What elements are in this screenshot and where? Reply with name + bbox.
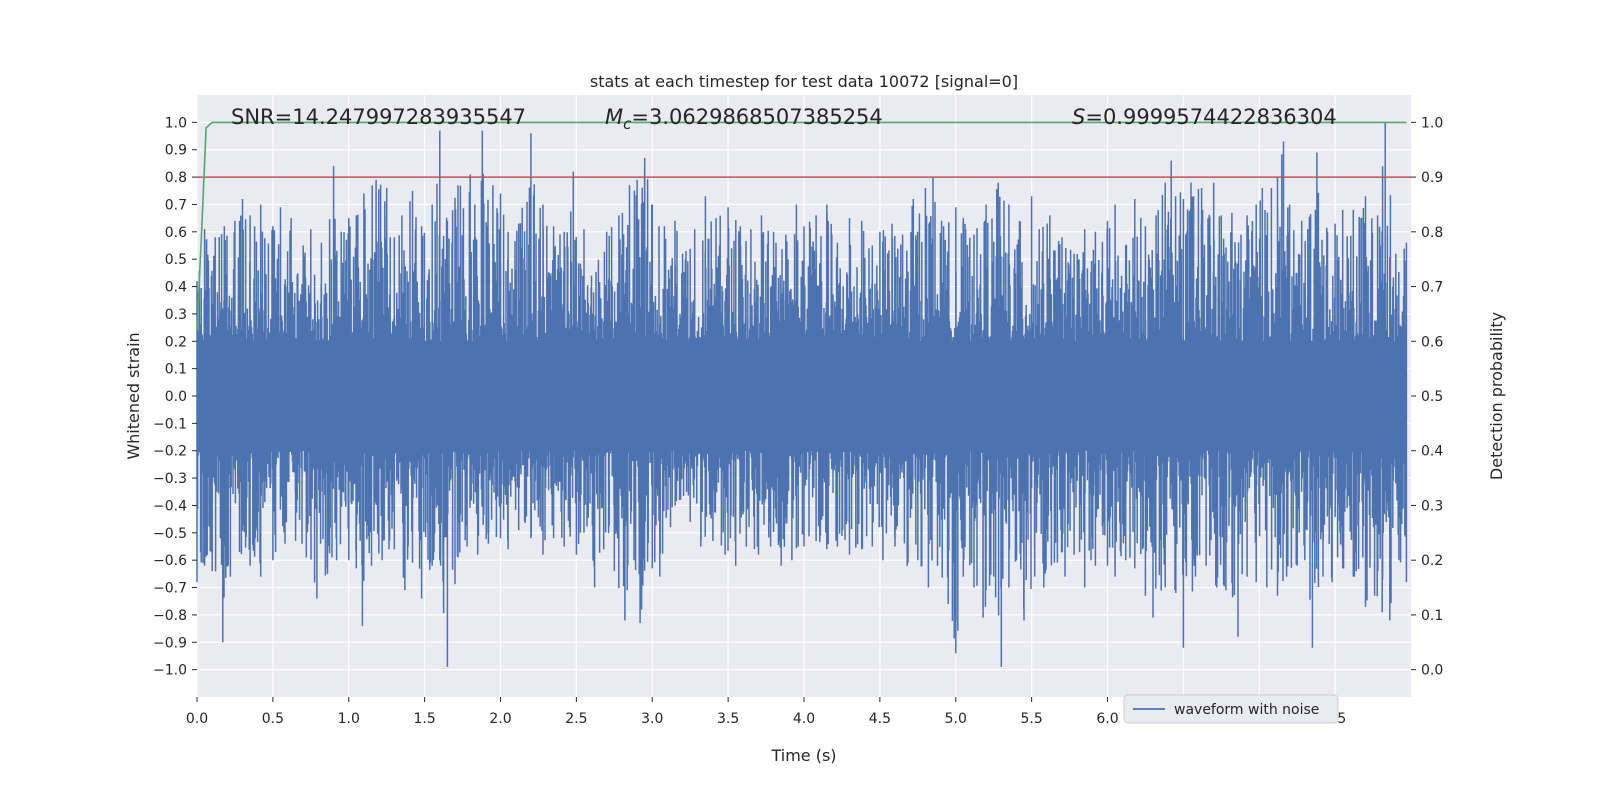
y-tick-label: −0.1 [153,416,187,432]
right-y-tick-label: 0.6 [1421,334,1443,350]
x-tick-label: 2.5 [565,711,587,727]
x-tick-label: 2.0 [489,711,511,727]
y-tick-label: −0.8 [153,608,187,624]
y-axis-label: Whitened strain [124,332,143,459]
x-tick-label: 3.5 [717,711,739,727]
right-y-tick-label: 0.7 [1421,280,1443,296]
y-tick-label: −0.4 [153,498,187,514]
x-tick-label: 5.0 [945,711,967,727]
y-tick-label: 0.4 [165,280,187,296]
y-tick-label: 1.0 [165,115,187,131]
right-y-axis-label: Detection probability [1487,312,1506,480]
y-axis-ticks: 1.0 0.9 0.8 0.7 0.6 0.5 0.4 0.3 0.2 0.1 0.0 −0.1 −0.… [153,115,197,679]
y-tick-label: 0.7 [165,197,187,213]
right-y-tick-label: 0.3 [1421,498,1443,514]
y-tick-label: 0.1 [165,362,187,378]
x-tick-label: 6.0 [1096,711,1118,727]
chirp-mass-subscript: c [623,115,632,133]
legend-box [1123,694,1339,724]
series-layer [196,121,1411,667]
snr-annotation: SNR=14.247997283935547 [231,105,526,129]
y-tick-label: 0.0 [165,389,187,405]
waveform-core-band [197,341,1407,451]
x-tick-label: 0.0 [186,711,208,727]
score-annotation: S=0.9999574422836304 [1072,105,1337,129]
y-tick-label: 0.8 [165,170,187,186]
y-tick-label: −0.7 [153,581,187,597]
y-tick-label: 0.2 [165,334,187,350]
chirp-mass-symbol: M [605,105,623,129]
x-tick-label: 1.5 [413,711,435,727]
score-value: =0.9999574422836304 [1085,105,1336,129]
right-y-tick-label: 0.0 [1421,663,1443,679]
right-y-tick-label: 0.5 [1421,389,1443,405]
legend-label-waveform: waveform with noise [1174,702,1319,718]
y-tick-label: −0.3 [153,471,187,487]
chirp-mass-annotation: Mc=3.0629868507385254 [605,105,883,133]
right-y-axis-ticks: 1.0 0.9 0.8 0.7 0.6 0.5 0.4 0.3 0.2 0.1 0.0 [1411,115,1443,679]
right-y-tick-label: 0.4 [1421,444,1443,460]
y-tick-label: 0.9 [165,143,187,159]
score-symbol: S [1072,105,1085,129]
x-axis-label: Time (s) [770,746,836,765]
chart-title: stats at each timestep for test data 100… [590,72,1018,91]
x-tick-label: 4.0 [793,711,815,727]
probability-series [196,121,1407,331]
y-tick-label: 0.3 [165,307,187,323]
y-tick-label: 0.6 [165,225,187,241]
right-y-tick-label: 1.0 [1421,115,1443,131]
right-y-tick-label: 0.9 [1421,170,1443,186]
y-tick-label: −0.9 [153,635,187,651]
x-tick-label: 0.5 [262,711,284,727]
right-y-tick-label: 0.2 [1421,553,1443,569]
right-y-tick-label: 0.8 [1421,225,1443,241]
chirp-mass-value: =3.0629868507385254 [631,105,882,129]
x-tick-label: 3.0 [641,711,663,727]
x-tick-label: 1.0 [338,711,360,727]
y-tick-label: −1.0 [153,663,187,679]
legend: waveform with noise [1123,694,1339,724]
y-tick-label: 0.5 [165,252,187,268]
y-tick-label: −0.2 [153,444,187,460]
y-tick-label: −0.5 [153,526,187,542]
y-tick-label: −0.6 [153,553,187,569]
right-y-tick-label: 0.1 [1421,608,1443,624]
x-tick-label: 5.5 [1020,711,1042,727]
x-tick-label: 4.5 [869,711,891,727]
